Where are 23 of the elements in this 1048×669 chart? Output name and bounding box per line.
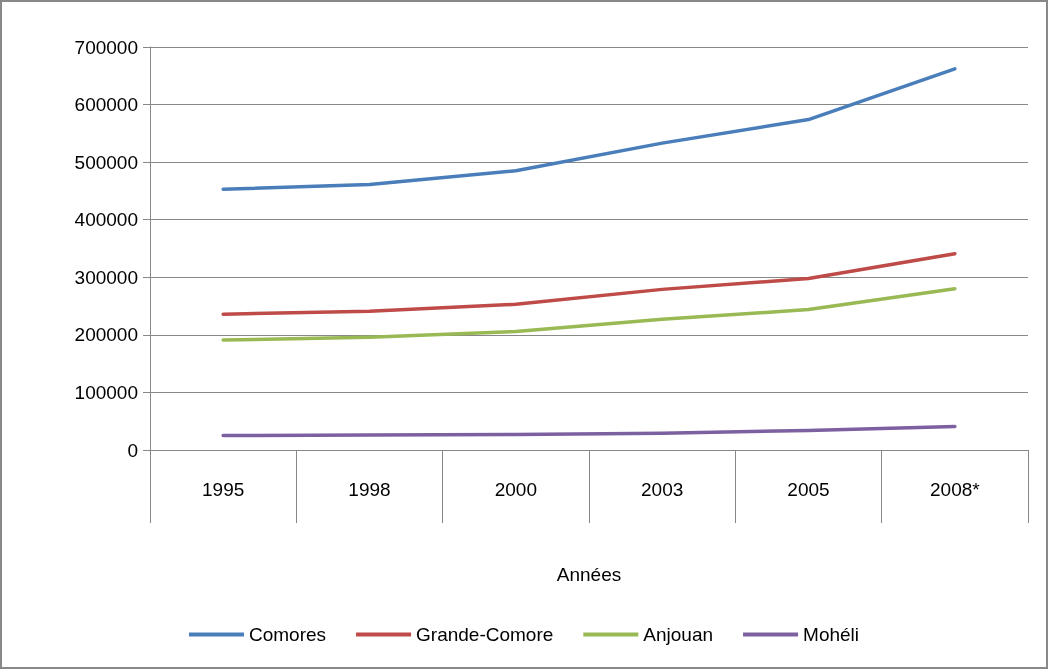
line-series: [221, 251, 957, 316]
x-tick-label: 1995: [202, 479, 245, 500]
x-tick-label: 1998: [348, 479, 391, 500]
y-tick-label: 400000: [74, 209, 138, 231]
x-tick-label: 2005: [787, 479, 830, 500]
legend-label: Comores: [248, 624, 327, 645]
y-tick-label: 100000: [74, 381, 138, 403]
y-tick-label: 200000: [74, 324, 138, 346]
y-tick-label: 0: [127, 439, 138, 461]
x-axis-title: Années: [556, 564, 622, 585]
x-tick-label: 2003: [641, 479, 684, 500]
x-tick-label: 2000: [494, 479, 537, 500]
y-tick-label: 500000: [74, 151, 138, 173]
line-series: [221, 424, 957, 438]
legend-label: Grande-Comore: [416, 624, 554, 645]
line-series: [221, 67, 957, 191]
legend-label: Anjouan: [643, 624, 714, 645]
legend-label: Mohéli: [803, 624, 860, 645]
x-tick-label: 2008*: [930, 479, 981, 500]
line-series: [221, 287, 957, 342]
y-tick-label: 700000: [74, 36, 138, 58]
y-tick-label: 300000: [74, 266, 138, 288]
y-tick-label: 600000: [74, 94, 138, 116]
